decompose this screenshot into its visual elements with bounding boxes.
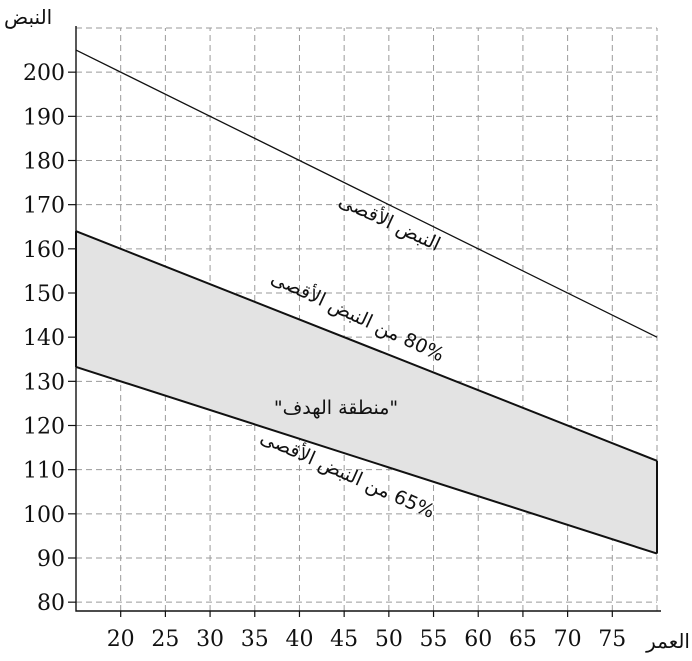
series-label-max: النبض الأقصى [335,189,444,256]
y-tick-label: 200 [23,61,65,86]
y-tick-label: 130 [23,370,65,395]
x-tick-label: 75 [598,627,626,652]
x-tick-label: 65 [509,627,537,652]
y-tick-label: 80 [37,591,65,616]
ticks: 20 25 30 35 40 45 50 55 60 65 70 75 80 90 100 110 120 130… [23,61,626,652]
y-tick-label: 190 [23,105,65,130]
y-tick-label: 170 [23,194,65,219]
series-line-1 [75,230,658,462]
x-axis-title: العمر [645,629,690,653]
x-tick-label: 20 [107,627,135,652]
y-tick-label: 90 [37,547,65,572]
x-tick-label: 30 [196,627,224,652]
x-tick-label: 35 [241,627,269,652]
y-tick-label: 100 [23,503,65,528]
x-tick-label: 55 [420,627,448,652]
y-tick-label: 160 [23,238,65,263]
x-tick-label: 45 [330,627,358,652]
axes [75,26,661,612]
x-tick-label: 25 [151,627,179,652]
y-tick-label: 110 [23,459,65,484]
series-line-2 [75,366,658,555]
y-tick-label: 150 [23,282,65,307]
x-tick-label: 60 [464,627,492,652]
x-tick-label: 70 [554,627,582,652]
y-tick-label: 120 [23,415,65,440]
y-axis-title: النبض [4,5,52,29]
y-tick-label: 140 [23,326,65,351]
series-line-0 [75,49,658,338]
target-zone-band [76,231,657,554]
target-zone-label: "منطقة الهدف" [274,397,398,419]
x-tick-label: 50 [375,627,403,652]
y-tick-label: 180 [23,150,65,175]
x-tick-label: 40 [285,627,313,652]
